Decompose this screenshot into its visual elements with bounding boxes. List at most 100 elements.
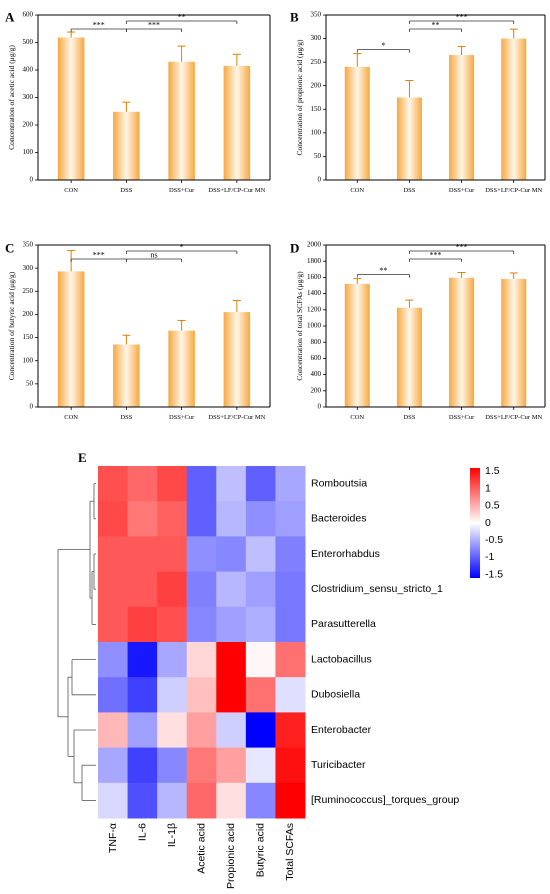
colorbar-tick-label: -1 (485, 551, 494, 563)
y-tick-label: 250 (23, 287, 34, 295)
heatmap-cell (245, 712, 276, 749)
colorbar-tick-label: 1 (485, 482, 491, 494)
bar (57, 271, 85, 407)
heatmap-cell (216, 747, 247, 784)
heatmap-cell (98, 606, 129, 643)
y-tick-label: 200 (311, 81, 322, 89)
bar (501, 279, 527, 407)
heatmap-cell (127, 642, 158, 678)
heatmap-cell (127, 606, 158, 643)
row-label: Clostridium_sensu_stricto_1 (311, 583, 443, 595)
x-tick-label: DSS+Cur (169, 414, 195, 421)
heatmap-cell (216, 677, 247, 713)
heatmap-cell (127, 466, 158, 502)
colorbar-tick-label: -1.5 (485, 568, 503, 580)
panel-e-correlation-heatmap: E Romboutsia Bacteroides Enterorhabdus Clost… (57, 450, 503, 889)
column-label: Total SCFAs (284, 823, 296, 881)
heatmap-cell (127, 501, 158, 537)
heatmap-cell (216, 571, 247, 608)
y-tick-label: 400 (311, 370, 322, 378)
y-tick-label: 300 (23, 93, 34, 101)
heatmap-cell (216, 642, 247, 678)
x-tick-label: DSS (403, 414, 415, 421)
heatmap-cell (275, 571, 306, 608)
heatmap-cell (98, 677, 129, 713)
heatmap-cell (245, 501, 276, 537)
y-tick-label: 2000 (307, 241, 322, 249)
heatmap-cell (127, 571, 158, 608)
heatmap-cell (98, 466, 129, 502)
heatmap-cell (275, 536, 306, 573)
heatmap-cell (186, 712, 217, 749)
heatmap-cell (127, 782, 158, 819)
column-label: Butyric acid (255, 823, 267, 877)
x-tick-label: DSS (403, 187, 415, 194)
x-tick-label: CON (64, 414, 78, 421)
x-tick-label: DSS+LF/CP-Cur MN (485, 187, 542, 194)
heatmap-cell (216, 712, 247, 749)
bar (113, 111, 140, 180)
y-tick-label: 100 (311, 128, 322, 136)
y-tick-label: 600 (23, 11, 34, 19)
panel-b-propionic-acid-chart: B 0 50 100 150 200 250 300 350 CON DSS DSS+Cur DSS+L… (290, 10, 546, 194)
y-tick-label: 0 (318, 176, 322, 184)
significance-label: *** (430, 251, 442, 260)
heatmap-cell (216, 466, 247, 502)
y-tick-label: 600 (311, 354, 322, 362)
heatmap-cell (127, 712, 158, 749)
row-label: Bacteroides (311, 513, 366, 525)
heatmap-cell (245, 571, 276, 608)
x-tick-label: DSS+LF/CP-Cur MN (485, 414, 542, 421)
panel-letter: D (290, 241, 299, 256)
colorbar (470, 468, 480, 578)
row-label: Dubosiella (311, 689, 360, 701)
heatmap-cell (186, 571, 217, 608)
x-tick-label: CON (64, 187, 78, 194)
heatmap-cell (186, 642, 217, 678)
heatmap-cell (245, 747, 276, 784)
heatmap-cell (98, 536, 129, 573)
heatmap-cell (245, 642, 276, 678)
row-label: Enterorhabdus (311, 548, 380, 560)
column-label: Acetic acid (196, 823, 208, 874)
y-tick-label: 1400 (307, 289, 322, 297)
significance-label: *** (456, 13, 468, 22)
row-label: Turicibacter (311, 759, 366, 771)
heatmap-cell (245, 606, 276, 643)
y-tick-label: 1800 (307, 257, 322, 265)
heatmap-cell (98, 642, 129, 678)
heatmap-cell (245, 536, 276, 573)
heatmap-cell (275, 642, 306, 678)
significance-label: ** (432, 21, 440, 30)
bar (223, 312, 251, 407)
x-tick-label: CON (350, 187, 364, 194)
colorbar-tick-label: 0.5 (485, 500, 500, 512)
bar (449, 277, 475, 407)
heatmap-cell (245, 677, 276, 713)
x-tick-label: DSS+LF/CP-Cur MN (208, 414, 265, 421)
panel-d-total-scfas-chart: D 0 200 400 600 800 1000 1200 1400 1600 1800 2000 CO… (290, 241, 546, 421)
colorbar-tick-label: 1.5 (485, 465, 500, 477)
heatmap-cell (98, 747, 129, 784)
y-tick-label: 150 (23, 333, 34, 341)
heatmap-cell (98, 712, 129, 749)
heatmap-cell (186, 677, 217, 713)
heatmap-cell (157, 677, 188, 713)
colorbar-tick-label: 0 (485, 517, 491, 529)
x-tick-label: DSS (120, 414, 132, 421)
column-label: Propionic acid (225, 823, 237, 889)
bar (168, 61, 195, 180)
bar (449, 55, 475, 181)
heatmap-cell (275, 712, 306, 749)
y-tick-label: 350 (311, 11, 322, 19)
y-tick-label: 300 (311, 34, 322, 42)
heatmap-cell (275, 606, 306, 643)
row-label: [Ruminococcus]_torques_group (311, 794, 459, 806)
heatmap-cell (98, 501, 129, 537)
bar (344, 283, 370, 407)
y-tick-label: 1000 (307, 322, 322, 330)
heatmap-cell (98, 571, 129, 608)
significance-label: ** (379, 266, 387, 275)
bar (501, 38, 527, 181)
